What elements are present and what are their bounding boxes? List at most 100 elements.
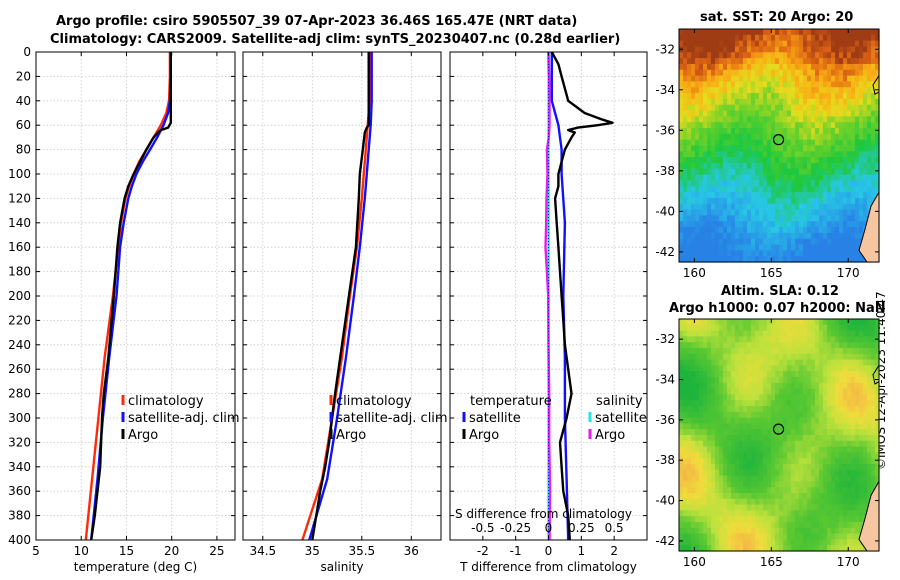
sst_map-cell	[687, 227, 692, 234]
sla_map-cell	[759, 330, 764, 337]
sst_map-cell	[683, 116, 688, 123]
sla_map-cell	[779, 348, 784, 355]
sst_map-cell	[783, 157, 788, 164]
sst_map-cell	[819, 110, 824, 117]
sla_map-cell	[743, 440, 748, 448]
sst_map-cell	[855, 128, 860, 135]
sla_map-cell	[867, 377, 872, 384]
sst_map-cell	[795, 58, 800, 65]
sst_map-ytick-label: -32	[655, 42, 675, 56]
sst_map-cell	[787, 221, 792, 228]
sla_map-cell	[735, 527, 740, 535]
sst_map-cell	[683, 52, 688, 59]
sla_map-cell	[735, 435, 740, 442]
sst_map-cell	[751, 244, 756, 251]
sla_map-cell	[835, 353, 840, 361]
sst_map-cell	[795, 203, 800, 211]
temperature-ytick-label: 260	[8, 362, 31, 376]
sla_map-cell	[715, 440, 720, 448]
sla_map-cell	[699, 475, 704, 482]
sst_map-cell	[799, 203, 804, 211]
sst_map-cell	[739, 98, 744, 106]
sst_map-cell	[683, 110, 688, 117]
sla_map-cell	[759, 539, 764, 546]
sst_map-cell	[715, 52, 720, 59]
sst_map-cell	[679, 145, 684, 152]
sla_map-cell	[715, 406, 720, 413]
sst_map-cell	[695, 104, 700, 112]
temperature-series-argo	[90, 52, 173, 541]
sst_map-cell	[695, 256, 700, 263]
differences-xtick-label: -1	[510, 544, 522, 558]
sst_map-cell	[755, 232, 760, 240]
sla_map-cell	[703, 458, 708, 465]
sst_map-cell	[815, 221, 820, 228]
sst_map-cell	[727, 244, 732, 251]
sla_map-cell	[847, 388, 852, 395]
sla_map-cell	[819, 388, 824, 395]
sla_map-cell	[711, 336, 716, 343]
sla_map-cell	[723, 464, 728, 471]
sla_map-cell	[683, 429, 688, 436]
sst_map-cell	[691, 46, 696, 53]
sla_map-cell	[851, 382, 856, 390]
sla_map-cell	[723, 394, 728, 401]
sst_map-cell	[691, 203, 696, 211]
sla_map-cell	[811, 516, 816, 523]
sst_map-cell	[791, 145, 796, 152]
sst_map-cell	[755, 139, 760, 147]
sst_map-cell	[707, 256, 712, 263]
sla_map-cell	[827, 475, 832, 482]
sst_map-cell	[751, 186, 756, 193]
sst_map-cell	[699, 58, 704, 65]
sla_map-cell	[807, 452, 812, 459]
sst_map-cell	[875, 139, 880, 147]
sla_map-cell	[855, 475, 860, 482]
sla_map-cell	[867, 464, 872, 471]
sla_map-cell	[767, 417, 772, 424]
sst_map-cell	[851, 122, 856, 129]
sla_map-cell	[803, 504, 808, 511]
sst_map-cell	[691, 81, 696, 88]
sst_map-cell	[827, 250, 832, 257]
sst_map-cell	[731, 250, 736, 257]
sla_map-cell	[831, 522, 836, 529]
sst_map-cell	[679, 52, 684, 59]
sst_map-cell	[779, 52, 784, 59]
sst_map-cell	[707, 139, 712, 147]
sst_map-cell	[759, 256, 764, 263]
sla_map-cell	[719, 394, 724, 401]
sla_map-cell	[767, 545, 772, 552]
sst_map-cell	[807, 186, 812, 193]
sst_map-cell	[795, 215, 800, 222]
sla_map-cell	[791, 423, 796, 430]
sla_map-cell	[851, 533, 856, 540]
sst_map-cell	[775, 227, 780, 234]
sst_map-cell	[839, 209, 844, 216]
sla_map-cell	[807, 516, 812, 523]
sla_map-cell	[687, 487, 692, 494]
sla_map-cell	[727, 371, 732, 378]
sla_map-cell	[859, 330, 864, 337]
sst_map-cell	[779, 40, 784, 48]
sst_map-cell	[731, 93, 736, 100]
sst_map-cell	[747, 250, 752, 257]
sla_map-cell	[863, 464, 868, 471]
sst_map-cell	[751, 122, 756, 129]
sla_map-cell	[779, 319, 784, 326]
sst_map-cell	[831, 104, 836, 112]
sla_map-cell	[871, 319, 876, 326]
sst_map-cell	[815, 40, 820, 48]
sst_map-cell	[771, 139, 776, 147]
sst_map-cell	[747, 192, 752, 199]
sla_map-cell	[815, 435, 820, 442]
sla_map-cell	[803, 319, 808, 326]
sla_map-cell	[799, 353, 804, 361]
sst_map-cell	[703, 69, 708, 77]
sst_map-cell	[787, 186, 792, 193]
sst_map-cell	[743, 81, 748, 88]
sst_map-cell	[687, 221, 692, 228]
sla_map-cell	[703, 493, 708, 500]
sst_map-cell	[855, 250, 860, 257]
sst_map-cell	[727, 221, 732, 228]
